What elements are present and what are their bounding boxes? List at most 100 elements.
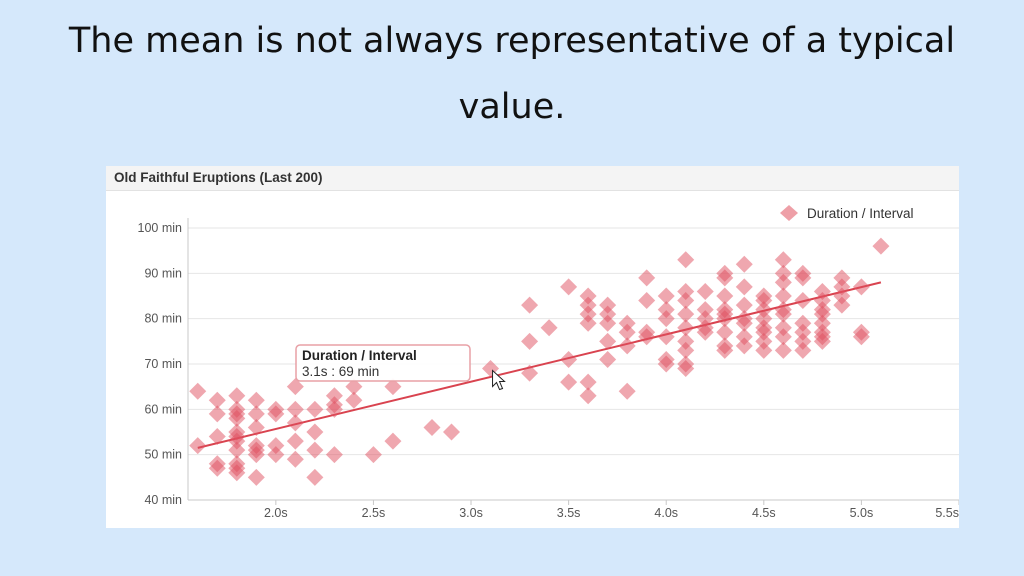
- scatter-point: [208, 428, 226, 446]
- scatter-point: [774, 328, 792, 346]
- scatter-point: [325, 446, 343, 464]
- scatter-point: [813, 282, 831, 300]
- scatter-point: [638, 269, 656, 287]
- scatter-chart-panel: Old Faithful Eruptions (Last 200) 40 min…: [106, 166, 959, 528]
- scatter-point: [286, 432, 304, 450]
- scatter-point: [657, 328, 675, 346]
- scatter-point: [618, 382, 636, 400]
- scatter-point: [774, 341, 792, 359]
- scatter-point: [345, 391, 363, 409]
- legend[interactable]: Duration / Interval: [780, 205, 914, 221]
- scatter-point: [852, 328, 870, 346]
- scatter-point: [755, 332, 773, 350]
- scatter-point: [189, 437, 207, 455]
- scatter-point: [579, 305, 597, 323]
- scatter-point: [306, 441, 324, 459]
- scatter-point: [599, 350, 617, 368]
- scatter-point: [696, 310, 714, 328]
- y-tick-label: 90 min: [144, 266, 182, 280]
- scatter-point: [813, 332, 831, 350]
- scatter-point: [521, 332, 539, 350]
- scatter-point: [325, 400, 343, 418]
- scatter-point: [833, 296, 851, 314]
- scatter-point: [794, 314, 812, 332]
- scatter-point: [677, 332, 695, 350]
- scatter-point: [579, 373, 597, 391]
- y-tick-label: 70 min: [144, 357, 182, 371]
- scatter-point: [813, 292, 831, 310]
- scatter-point: [228, 409, 246, 427]
- scatter-point: [696, 282, 714, 300]
- x-tick-label: 5.5s: [935, 506, 959, 520]
- scatter-point: [735, 337, 753, 355]
- scatter-point: [833, 278, 851, 296]
- scatter-point: [755, 292, 773, 310]
- scatter-point: [228, 387, 246, 405]
- scatter-point: [794, 332, 812, 350]
- scatter-point: [677, 360, 695, 378]
- scatter-point: [325, 387, 343, 405]
- scatter-point: [833, 287, 851, 305]
- scatter-point: [267, 437, 285, 455]
- scatter-point: [872, 237, 890, 255]
- scatter-point: [774, 305, 792, 323]
- scatter-point: [579, 287, 597, 305]
- scatter-point: [794, 292, 812, 310]
- scatter-point: [774, 287, 792, 305]
- scatter-point: [345, 378, 363, 396]
- slide-title-line-1: The mean is not always representative of…: [68, 21, 956, 61]
- tooltip-value: 3.1s : 69 min: [302, 364, 379, 379]
- scatter-point: [560, 350, 578, 368]
- scatter-point: [189, 382, 207, 400]
- scatter-point: [228, 441, 246, 459]
- scatter-point: [579, 387, 597, 405]
- x-tick-label: 4.5s: [752, 506, 776, 520]
- scatter-point: [228, 432, 246, 450]
- scatter-point: [247, 391, 265, 409]
- y-tick-label: 50 min: [144, 448, 182, 462]
- scatter-point: [384, 378, 402, 396]
- scatter-point: [716, 310, 734, 328]
- scatter-point: [716, 323, 734, 341]
- scatter-point: [364, 446, 382, 464]
- scatter-point: [774, 273, 792, 291]
- scatter-point: [677, 319, 695, 337]
- scatter-point: [247, 418, 265, 436]
- scatter-point: [657, 310, 675, 328]
- scatter-point: [716, 269, 734, 287]
- scatter-point: [267, 446, 285, 464]
- scatter-point: [579, 314, 597, 332]
- scatter-point: [208, 405, 226, 423]
- legend-marker: [780, 205, 798, 221]
- scatter-point: [247, 468, 265, 486]
- scatter-point: [833, 269, 851, 287]
- scatter-point: [813, 305, 831, 323]
- scatter-point: [208, 459, 226, 477]
- scatter-point: [794, 341, 812, 359]
- scatter-point: [735, 255, 753, 273]
- scatter-point: [735, 314, 753, 332]
- x-tick-label: 2.5s: [362, 506, 386, 520]
- scatter-point: [540, 319, 558, 337]
- scatter-point: [228, 464, 246, 482]
- scatter-point: [657, 287, 675, 305]
- scatter-point: [423, 418, 441, 436]
- scatter-point: [794, 269, 812, 287]
- scatter-point: [521, 364, 539, 382]
- x-tick-label: 5.0s: [850, 506, 874, 520]
- scatter-chart: 40 min 50 min 60 min 70 min 80 min 90 min 100 …: [138, 205, 959, 520]
- scatter-point: [638, 328, 656, 346]
- scatter-point: [774, 264, 792, 282]
- y-tick-label: 40 min: [144, 493, 182, 507]
- scatter-point: [599, 332, 617, 350]
- slide-title-line-2: value.: [458, 87, 566, 127]
- scatter-point: [306, 423, 324, 441]
- scatter-point: [208, 391, 226, 409]
- scatter-point: [774, 319, 792, 337]
- scatter-point: [579, 296, 597, 314]
- scatter-point: [716, 287, 734, 305]
- scatter-point: [716, 341, 734, 359]
- scatter-point: [618, 337, 636, 355]
- scatter-point: [677, 282, 695, 300]
